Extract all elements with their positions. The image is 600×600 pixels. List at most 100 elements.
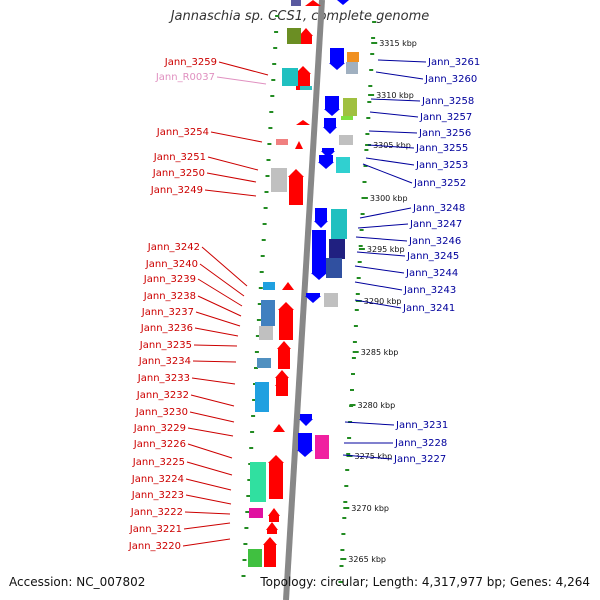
track-dot — [252, 399, 257, 401]
leader-line — [204, 189, 257, 197]
gene-block — [343, 98, 357, 116]
gene-arrow — [329, 48, 345, 70]
leader-line — [207, 156, 259, 171]
leader-line — [201, 246, 248, 287]
gene-label-right: Jann_3260 — [424, 74, 477, 85]
track-dot — [260, 255, 265, 257]
track-dot — [249, 447, 254, 449]
gene-arrow — [263, 537, 277, 567]
track-dot — [342, 517, 347, 519]
gene-label-left: Jann_3224 — [131, 474, 184, 485]
track-dot — [354, 309, 359, 311]
track-dot — [357, 261, 362, 263]
track-dot — [274, 31, 279, 33]
track-dot — [244, 527, 249, 529]
gene-arrow — [275, 378, 287, 392]
gene-block — [329, 239, 345, 259]
track-dot — [267, 143, 272, 145]
topology-summary: Topology: circular; Length: 4,317,977 bp… — [260, 575, 590, 589]
gene-arrow — [266, 522, 278, 534]
leader-line — [206, 172, 257, 183]
track-dot — [341, 533, 346, 535]
gene-label-right: Jann_3255 — [415, 143, 468, 154]
track-dot — [246, 495, 251, 497]
leader-line — [185, 478, 232, 491]
gene-block — [326, 258, 342, 278]
gene-arrow — [295, 141, 303, 149]
track-dot — [356, 277, 361, 279]
leader-line — [356, 251, 406, 257]
track-dot — [263, 207, 268, 209]
gene-block — [250, 462, 266, 502]
gene-label-left: Jann_3222 — [130, 507, 183, 518]
leader-line — [357, 223, 409, 229]
track-dot — [365, 133, 370, 135]
leader-line — [187, 427, 234, 437]
gene-label-right: Jann_3228 — [394, 438, 447, 449]
leader-line — [193, 344, 238, 347]
gene-label-left: Jann_3259 — [164, 57, 217, 68]
track-dot — [346, 453, 351, 455]
gene-label-left: Jann_3220 — [128, 541, 181, 552]
scale-label: 3290 kbp — [364, 297, 402, 306]
scale-label: 3265 kbp — [348, 555, 386, 564]
gene-label-left: Jann_3240 — [145, 259, 198, 270]
track-dot — [340, 549, 345, 551]
gene-label-left: Jann_3242 — [147, 242, 200, 253]
genome-axis — [283, 0, 325, 600]
scale-label: 3305 kbp — [373, 141, 411, 150]
leader-line — [197, 295, 242, 317]
leader-line — [370, 98, 421, 102]
gene-arrow — [299, 414, 313, 426]
gene-arrow — [311, 230, 327, 280]
gene-label-left: Jann_3221 — [129, 524, 182, 535]
gene-block — [347, 52, 359, 62]
gene-arrow — [299, 28, 313, 44]
track-dot — [344, 485, 349, 487]
gene-arrow — [288, 169, 304, 205]
track-dot — [255, 335, 260, 337]
scale-label: 3270 kbp — [351, 504, 389, 513]
track-dot — [273, 47, 278, 49]
leader-line — [182, 538, 231, 547]
track-dot — [254, 367, 258, 369]
gene-arrow — [321, 148, 335, 158]
track-dot — [261, 239, 266, 241]
gene-arrow — [337, 0, 349, 5]
leader-line — [190, 394, 235, 407]
scale-label: 3285 kbp — [361, 348, 399, 357]
track-dot — [258, 287, 263, 289]
track-dot — [345, 469, 350, 471]
gene-label-left: Jann_3233 — [137, 373, 190, 384]
leader-line — [354, 265, 405, 274]
track-dot — [350, 389, 354, 391]
track-dot — [359, 229, 364, 231]
track-dot — [358, 245, 363, 247]
track-dot — [251, 415, 256, 417]
gene-label-right: Jann_3245 — [406, 251, 459, 262]
track-dot — [268, 127, 273, 129]
track-dot — [355, 293, 360, 295]
track-dot — [351, 373, 355, 375]
gene-label-left: Jann_3238 — [143, 291, 196, 302]
track-dot — [366, 117, 371, 119]
track-dot — [264, 191, 269, 193]
gene-arrow — [268, 455, 284, 499]
leader-line — [187, 443, 233, 459]
gene-arrow — [324, 96, 340, 116]
gene-arrow — [305, 0, 321, 6]
track-dot — [243, 543, 248, 545]
track-dot — [254, 351, 259, 353]
track-dot — [247, 479, 252, 481]
leader-line — [191, 377, 236, 385]
gene-arrow — [318, 155, 334, 169]
gene-block — [276, 139, 288, 145]
gene-block — [257, 358, 271, 368]
gene-block — [255, 382, 269, 412]
track-dot — [266, 159, 271, 161]
leader-line — [354, 281, 403, 291]
track-dot — [347, 437, 352, 439]
track-dot — [256, 319, 261, 321]
gene-block — [331, 209, 347, 239]
